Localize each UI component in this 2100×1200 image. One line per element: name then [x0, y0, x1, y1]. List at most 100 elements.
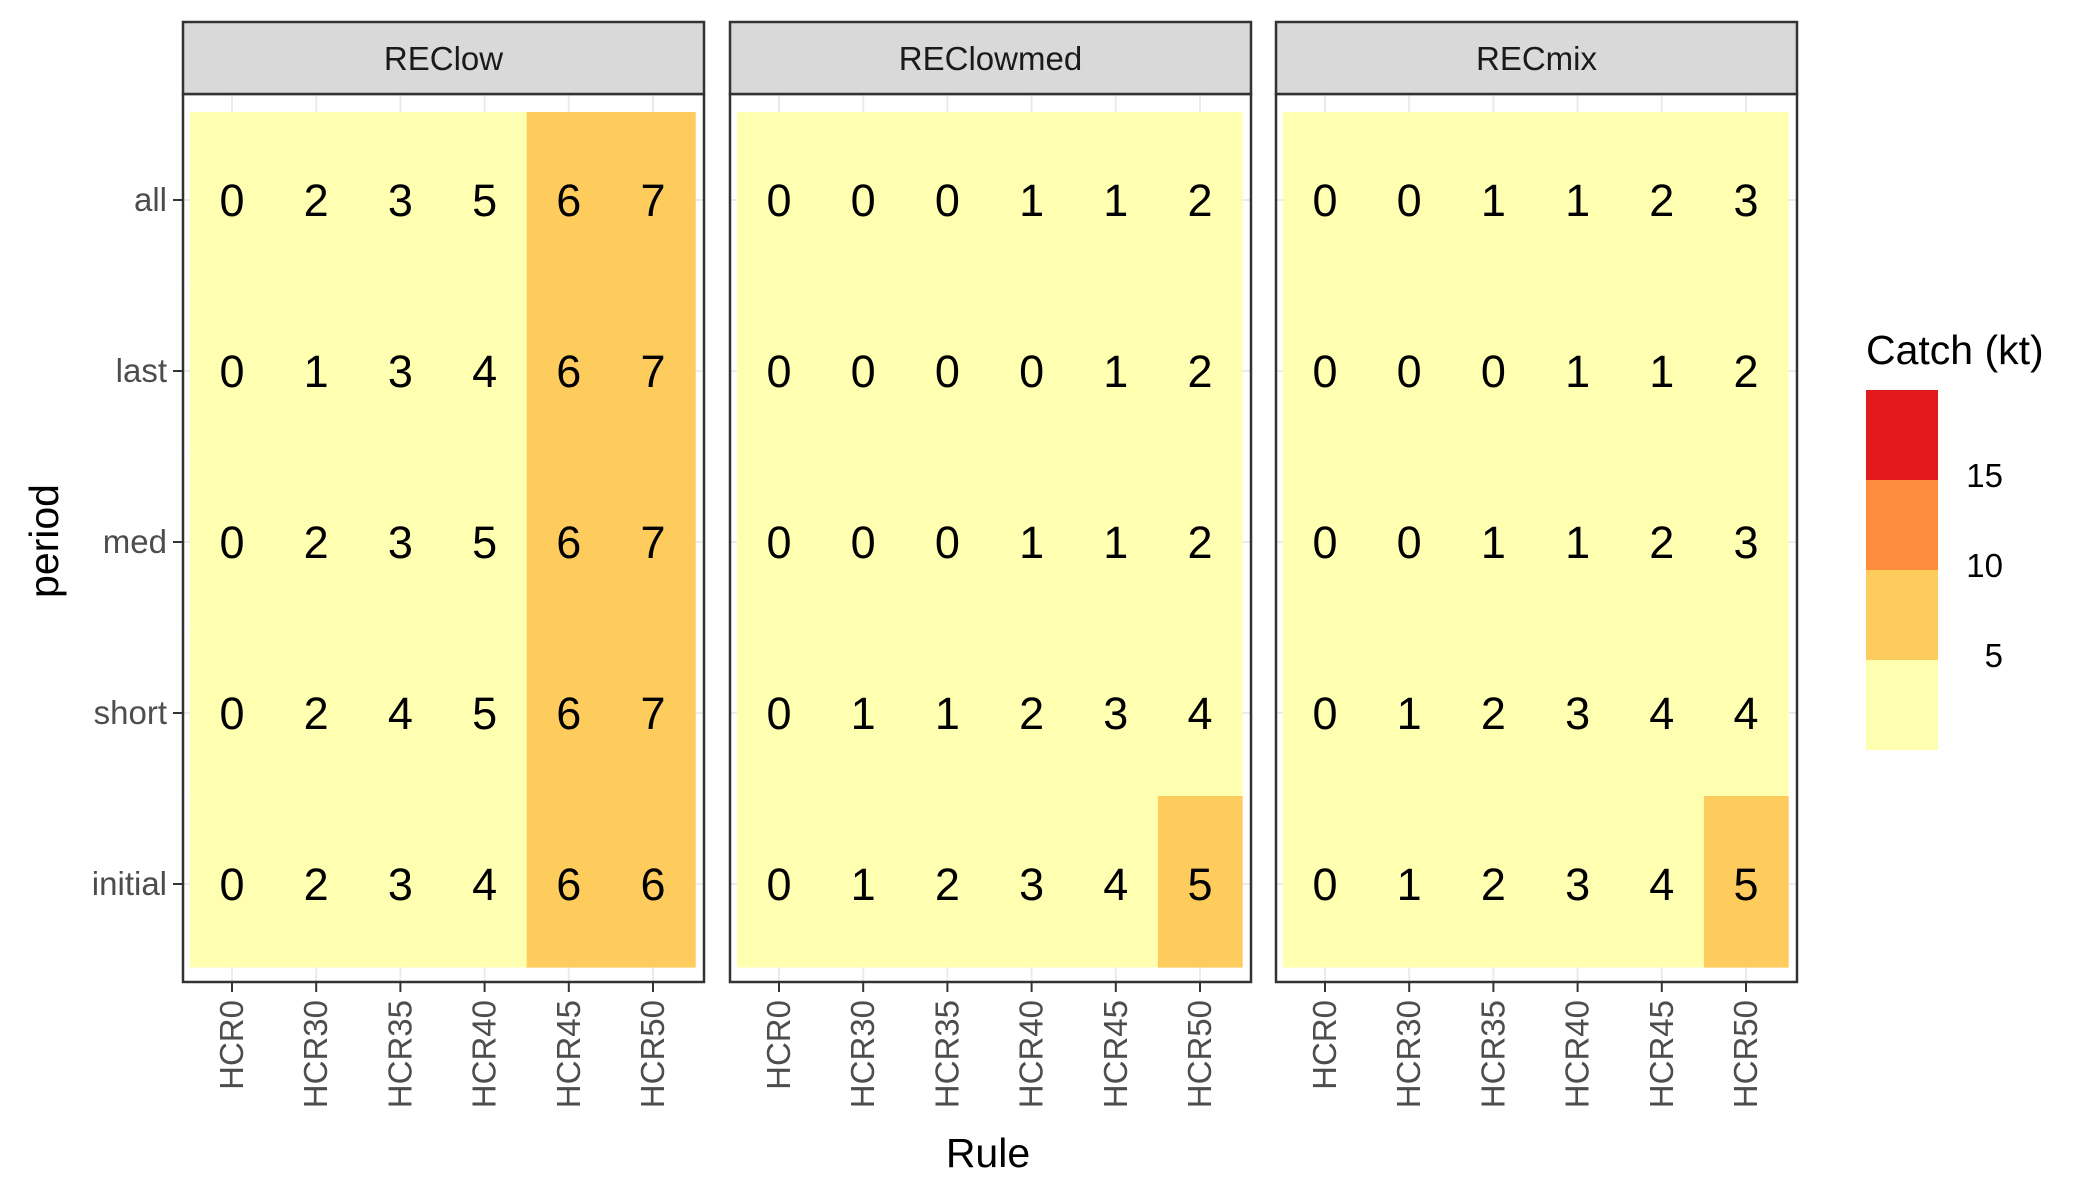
cell-value-label: 7 — [640, 175, 665, 226]
heatmap-tile — [358, 454, 444, 626]
heatmap-tile — [1619, 454, 1705, 626]
x-tick-label: HCR40 — [1559, 1000, 1596, 1108]
heatmap-tile — [358, 625, 444, 797]
cell-value-label: 1 — [1481, 517, 1506, 568]
cell-value-label: 0 — [1312, 517, 1337, 568]
cell-value-label: 1 — [1103, 175, 1128, 226]
facet-panel: 0 0 0 1 1 2 0 0 0 0 1 2 0 0 0 1 1 2 0 1 1 2 3 4 0 1 2 3 4 5 REClowmed H… — [728, 20, 1253, 1108]
heatmap-tile — [442, 625, 528, 797]
heatmap-tile — [1619, 796, 1705, 968]
cell-value-label: 2 — [304, 517, 329, 568]
cell-value-label: 2 — [1187, 175, 1212, 226]
heatmap-tile — [821, 283, 906, 455]
facet-panel: 0 2 3 5 6 7 0 1 3 4 6 7 0 2 3 5 6 7 0 2 4 5 6 7 0 2 3 4 6 6 REClow HCR0… — [92, 20, 706, 1108]
facet-panels: 0 2 3 5 6 7 0 1 3 4 6 7 0 2 3 5 6 7 0 2 4 5 6 7 0 2 3 4 6 6 REClow HCR0… — [92, 20, 1799, 1108]
heatmap-tile — [989, 796, 1075, 968]
cell-value-label: 2 — [1019, 688, 1044, 739]
heatmap-tile — [905, 283, 991, 455]
cell-value-label: 1 — [1103, 517, 1128, 568]
x-tick-label: HCR35 — [1474, 1000, 1511, 1108]
heatmap-tile — [526, 625, 612, 797]
cell-value-label: 1 — [1397, 859, 1422, 910]
facet-strip-label: REClow — [384, 40, 503, 77]
heatmap-tile — [1157, 112, 1243, 284]
cell-value-label: 3 — [388, 346, 413, 397]
cell-value-label: 6 — [556, 346, 581, 397]
cell-value-label: 1 — [1397, 688, 1422, 739]
cell-value-label: 0 — [766, 346, 791, 397]
heatmap-tile — [736, 112, 822, 284]
cell-value-label: 1 — [1019, 175, 1044, 226]
cell-value-label: 0 — [1481, 346, 1506, 397]
cell-value-label: 3 — [1733, 175, 1758, 226]
cell-value-label: 5 — [472, 688, 497, 739]
legend-color-key — [1866, 570, 1938, 660]
heatmap-tile — [1535, 112, 1621, 284]
cell-value-label: 7 — [640, 517, 665, 568]
heatmap-tile — [989, 112, 1075, 284]
heatmap-tile — [905, 454, 991, 626]
cell-value-label: 4 — [1733, 688, 1758, 739]
x-tick-label: HCR30 — [844, 1000, 881, 1108]
heatmap-tile — [1535, 796, 1621, 968]
heatmap-tile — [821, 625, 906, 797]
heatmap-tile — [189, 283, 275, 455]
cell-value-label: 4 — [1187, 688, 1212, 739]
heatmap-tile — [274, 112, 359, 284]
heatmap-tile — [1703, 454, 1789, 626]
heatmap-tile — [1703, 625, 1789, 797]
heatmap-tile — [1282, 796, 1368, 968]
axis-titles: Rule period — [21, 484, 1030, 1176]
heatmap-tile — [1157, 454, 1243, 626]
cell-value-label: 0 — [935, 517, 960, 568]
heatmap-tile — [1451, 283, 1537, 455]
heatmap-tile — [1451, 112, 1537, 284]
cell-value-label: 0 — [766, 175, 791, 226]
cell-value-label: 2 — [1187, 346, 1212, 397]
cell-value-label: 1 — [1649, 346, 1674, 397]
cell-value-label: 2 — [1481, 859, 1506, 910]
heatmap-tile — [610, 454, 696, 626]
legend: Catch (kt) 15 10 5 — [1866, 327, 2044, 750]
heatmap-tile — [1073, 796, 1159, 968]
heatmap-tile — [1367, 112, 1452, 284]
heatmap-tile — [442, 112, 528, 284]
heatmap-tile — [1703, 112, 1789, 284]
cell-value-label: 1 — [1565, 175, 1590, 226]
cell-value-label: 0 — [219, 346, 244, 397]
cell-value-label: 2 — [1187, 517, 1212, 568]
y-tick-label: med — [103, 523, 167, 560]
heatmap-tile — [442, 796, 528, 968]
heatmap-tile — [1619, 112, 1705, 284]
x-tick-label: HCR35 — [928, 1000, 965, 1108]
heatmap-tile — [358, 112, 444, 284]
facet-strip-label: RECmix — [1476, 40, 1597, 77]
cell-value-label: 1 — [1019, 517, 1044, 568]
cell-value-label: 4 — [1103, 859, 1128, 910]
heatmap-tile — [905, 625, 991, 797]
heatmap-tile — [526, 283, 612, 455]
x-tick-label: HCR45 — [550, 1000, 587, 1108]
heatmap-tile — [1282, 454, 1368, 626]
heatmap-tile — [905, 112, 991, 284]
cell-value-label: 4 — [1649, 688, 1674, 739]
heatmap-tile — [821, 796, 906, 968]
heatmap-tile — [1451, 454, 1537, 626]
cell-value-label: 0 — [1312, 175, 1337, 226]
y-tick-label: short — [94, 694, 167, 731]
y-tick-label: initial — [92, 865, 167, 902]
heatmap-tile — [1535, 625, 1621, 797]
cell-value-label: 1 — [1103, 346, 1128, 397]
facet-strip — [728, 20, 1253, 96]
heatmap-tile — [1367, 283, 1452, 455]
heatmap-tile — [1157, 283, 1243, 455]
heatmap-tile — [1451, 796, 1537, 968]
cell-value-label: 0 — [1397, 346, 1422, 397]
x-tick-label: HCR45 — [1097, 1000, 1134, 1108]
heatmap-tile — [1367, 625, 1452, 797]
heatmap-tile — [610, 625, 696, 797]
cell-value-label: 6 — [640, 859, 665, 910]
heatmap-tile — [1073, 454, 1159, 626]
heatmap-tile — [989, 625, 1075, 797]
cell-value-label: 2 — [304, 175, 329, 226]
